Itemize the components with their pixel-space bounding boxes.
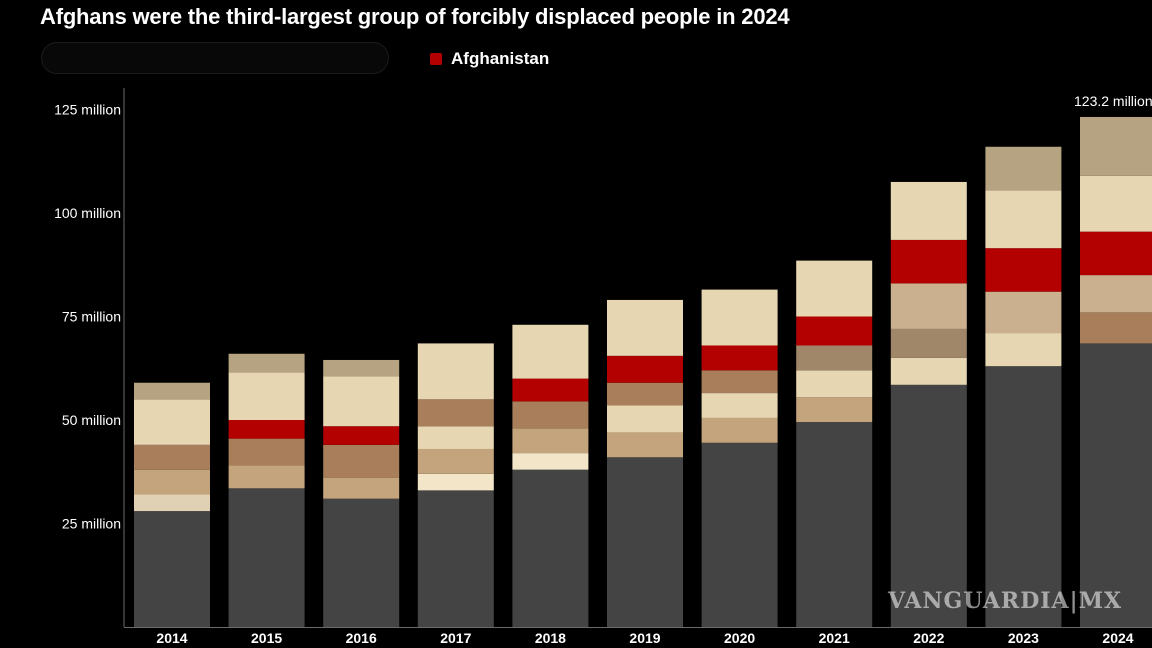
total-annotation-2024: 123.2 million xyxy=(1074,93,1152,109)
bar-segment-2021-5 xyxy=(796,260,873,317)
bar-segment-2019-0 xyxy=(607,457,683,627)
y-tick-label: 75 million xyxy=(62,309,121,325)
bar-segment-2019-5 xyxy=(607,299,683,356)
bar-segment-2018-0 xyxy=(512,469,589,627)
bar-segment-2014-1 xyxy=(134,494,210,512)
bar-segment-2024-4 xyxy=(1080,175,1152,232)
watermark: VANGUARDIA|MX xyxy=(888,588,1123,614)
x-tick-label-2022: 2022 xyxy=(913,630,944,646)
bar-segment-2014-2 xyxy=(134,469,210,495)
bar-segment-2020-0 xyxy=(701,442,778,627)
y-tick-label: 50 million xyxy=(62,412,121,428)
bar-segment-2021-0 xyxy=(796,422,873,627)
bar-segment-2021-3 xyxy=(796,345,873,371)
bar-segment-2016-0 xyxy=(323,498,400,627)
bar-segment-2018-3 xyxy=(512,401,589,429)
bar-segment-2023-5 xyxy=(985,146,1062,191)
bar-segment-2022-4 xyxy=(890,239,967,284)
x-tick-label-2019: 2019 xyxy=(629,630,660,646)
x-tick-label-2016: 2016 xyxy=(346,630,377,646)
bar-segment-2023-0 xyxy=(985,366,1062,627)
chart-title: Afghans were the third-largest group of … xyxy=(40,4,790,29)
bar-segment-2022-5 xyxy=(890,181,967,240)
bar-segment-2017-0 xyxy=(417,490,494,627)
bar-segment-2023-4 xyxy=(985,190,1062,249)
bar-segment-2023-1 xyxy=(985,333,1062,367)
bar-segment-2018-1 xyxy=(512,453,589,470)
x-tick-label-2014: 2014 xyxy=(156,630,187,646)
bar-segment-2024-1 xyxy=(1080,312,1152,344)
bar-segment-2018-2 xyxy=(512,428,589,454)
x-tick-label-2021: 2021 xyxy=(819,630,850,646)
bar-segment-2024-3 xyxy=(1080,231,1152,276)
bar-segment-2018-5 xyxy=(512,324,589,379)
x-tick-label-2024: 2024 xyxy=(1102,630,1133,646)
filter-pill[interactable] xyxy=(41,42,389,74)
x-tick-label-2023: 2023 xyxy=(1008,630,1039,646)
bar-segment-2018-4 xyxy=(512,378,589,402)
bar-segment-2016-2 xyxy=(323,444,400,478)
x-tick-label-2017: 2017 xyxy=(440,630,471,646)
y-tick-label: 100 million xyxy=(54,205,121,221)
bar-segment-2023-2 xyxy=(985,291,1062,334)
bar-segment-2020-1 xyxy=(701,417,778,443)
bar-segment-2015-4 xyxy=(228,372,305,420)
bar-segment-2021-2 xyxy=(796,370,873,398)
bar-segment-2021-1 xyxy=(796,397,873,423)
bar-segment-2015-2 xyxy=(228,438,305,466)
y-tick-label: 125 million xyxy=(54,102,121,118)
bar-segment-2022-2 xyxy=(890,328,967,358)
bar-segment-2023-3 xyxy=(985,248,1062,292)
bar-segment-2016-3 xyxy=(323,426,400,445)
bar-segment-2014-3 xyxy=(134,444,210,470)
y-tick-label: 25 million xyxy=(62,516,121,532)
legend-label-afghanistan: Afghanistan xyxy=(451,49,550,68)
bar-segment-2019-4 xyxy=(607,355,683,383)
bar-segment-2024-2 xyxy=(1080,275,1152,313)
bar-segment-2022-3 xyxy=(890,283,967,329)
bar-segment-2022-1 xyxy=(890,357,967,385)
legend: Afghanistan xyxy=(430,49,549,69)
bar-segment-2020-4 xyxy=(701,345,778,371)
bar-segment-2017-4 xyxy=(417,399,494,427)
bar-segment-2020-2 xyxy=(701,393,778,418)
x-tick-label-2015: 2015 xyxy=(251,630,282,646)
bar-segment-2015-1 xyxy=(228,465,305,489)
bar-segment-2019-2 xyxy=(607,405,683,433)
bar-segment-2020-5 xyxy=(701,289,778,346)
bar-segment-2019-1 xyxy=(607,432,683,458)
bar-segment-2017-3 xyxy=(417,426,494,449)
bar-segment-2017-2 xyxy=(417,448,494,474)
bar-segment-2020-3 xyxy=(701,370,778,394)
bar-segment-2014-5 xyxy=(134,382,210,400)
bar-segment-2016-5 xyxy=(323,359,400,377)
bar-segment-2015-0 xyxy=(228,488,305,627)
bar-segment-2016-4 xyxy=(323,376,400,427)
bar-segment-2017-1 xyxy=(417,473,494,491)
bar-segment-2016-1 xyxy=(323,477,400,499)
bar-segment-2014-4 xyxy=(134,399,210,445)
square-swatch-icon xyxy=(430,53,442,65)
bar-segment-2015-5 xyxy=(228,353,305,373)
bar-segment-2024-0 xyxy=(1080,343,1152,627)
bar-segment-2015-3 xyxy=(228,420,305,439)
x-tick-label-2020: 2020 xyxy=(724,630,755,646)
x-tick-label-2018: 2018 xyxy=(535,630,566,646)
bar-segment-2021-4 xyxy=(796,316,873,346)
bar-segment-2022-0 xyxy=(890,384,967,627)
bar-segment-2014-0 xyxy=(134,511,210,627)
bar-segment-2024-5 xyxy=(1080,116,1152,176)
bar-segment-2019-3 xyxy=(607,382,683,406)
bar-segment-2017-5 xyxy=(417,343,494,400)
